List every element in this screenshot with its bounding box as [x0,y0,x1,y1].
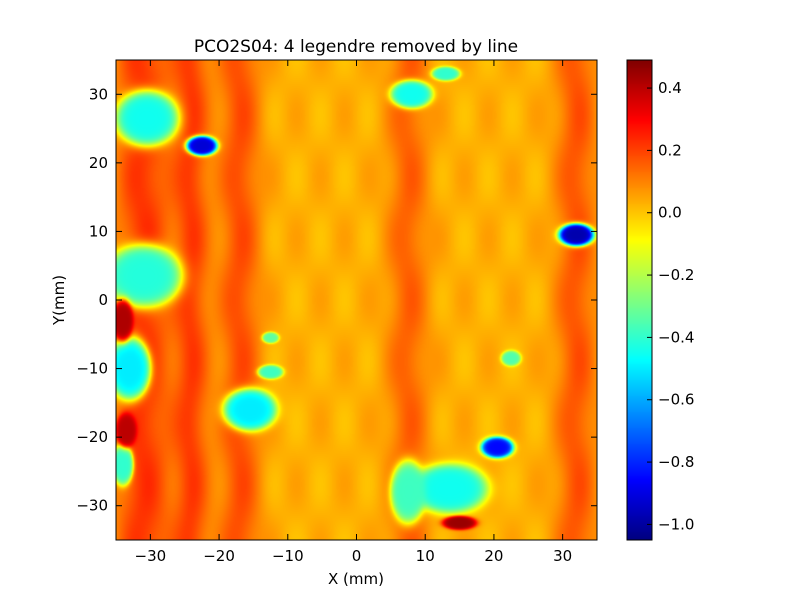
y-axis: −30 −20 −10 0 10 20 30 [76,85,597,515]
heatmap-plot-area [115,59,598,541]
x-axis-label: X (mm) [328,570,384,588]
chart-title: PCO2S04: 4 legendre removed by line [194,37,518,57]
x-tick-label: −30 [135,547,167,565]
colorbar-tick-label: 0.0 [658,204,682,222]
y-tick-label: 30 [89,85,108,103]
x-tick-label: 10 [416,547,435,565]
colorbar-frame [626,59,653,541]
y-tick-label: 20 [89,154,108,172]
x-tick-label: −10 [272,547,304,565]
colorbar-tick-label: −1.0 [658,515,694,533]
colorbar-tick-label: −0.2 [658,266,694,284]
x-tick-label: 0 [352,547,362,565]
y-tick-label: 10 [89,222,108,240]
colorbar-tick-label: 0.4 [658,79,682,97]
y-tick-label: 0 [98,291,108,309]
y-tick-label: −30 [76,497,108,515]
x-tick-label: −20 [203,547,235,565]
colorbar-tick-label: −0.6 [658,391,694,409]
x-tick-label: 30 [553,547,572,565]
colorbar: 0.4 0.2 0.0 −0.2 −0.4 −0.6 −0.8 −1.0 [626,59,694,541]
y-tick-label: −20 [76,428,108,446]
x-tick-label: 20 [484,547,503,565]
colorbar-tick-label: −0.8 [658,453,694,471]
y-axis-label: Y(mm) [50,275,68,326]
colorbar-ticks: 0.4 0.2 0.0 −0.2 −0.4 −0.6 −0.8 −1.0 [647,79,694,533]
colorbar-gradient [627,60,652,540]
heatmap-image [116,60,597,540]
x-axis: −30 −20 −10 0 10 20 30 [135,60,572,565]
colorbar-tick-label: −0.4 [658,328,694,346]
y-tick-label: −10 [76,360,108,378]
colorbar-tick-label: 0.2 [658,141,682,159]
